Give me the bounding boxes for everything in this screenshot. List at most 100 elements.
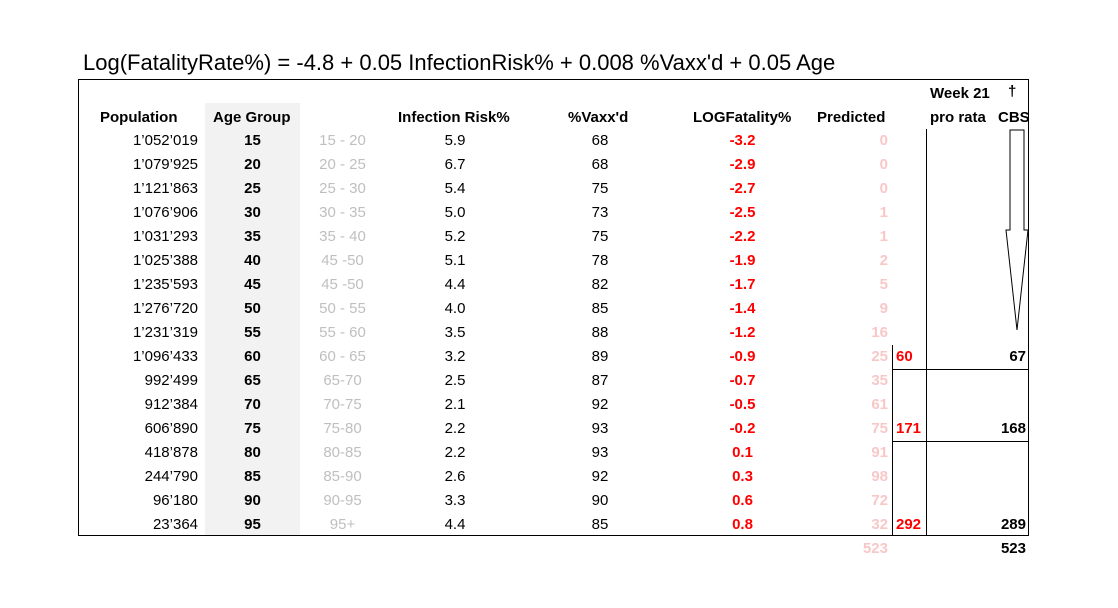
log-fatality-cell: 0.8 (732, 516, 753, 533)
infection-risk-cell: 3.2 (444, 348, 466, 365)
age-cell: 60 (244, 348, 261, 365)
group-separator-75 (892, 441, 1029, 442)
age-cell: 95 (244, 516, 261, 533)
population-header: Population (100, 109, 178, 126)
infection-risk-cell: 5.1 (444, 252, 466, 269)
cbs-header: CBS (998, 109, 1030, 126)
age-range-cell: 35 - 40 (319, 228, 366, 245)
predicted-cell: 0 (879, 180, 888, 197)
population-cell: 96’180 (152, 492, 198, 509)
cbs-cell: 168 (1000, 420, 1026, 437)
cbs-cell: 67 (1009, 348, 1026, 365)
log-fatality-cell: -2.2 (729, 228, 756, 245)
log-fatality-cell: 0.1 (732, 444, 753, 461)
age-range-cell: 60 - 65 (319, 348, 366, 365)
group-separator-60 (892, 369, 1029, 370)
age-range-cell: 85-90 (323, 468, 362, 485)
cbs-total: 523 (1000, 540, 1026, 557)
vaxxd-cell: 89 (591, 348, 609, 365)
infection-risk-cell: 5.2 (444, 228, 466, 245)
week-header: Week 21 (930, 85, 990, 102)
vaxxd-cell: 68 (591, 132, 609, 149)
infection-risk-header: Infection Risk% (398, 109, 510, 126)
predicted-cell: 16 (871, 324, 888, 341)
age-range-cell: 65-70 (323, 372, 362, 389)
population-cell: 1’276’720 (132, 300, 198, 317)
age-cell: 40 (244, 252, 261, 269)
vaxxd-cell: 82 (591, 276, 609, 293)
infection-risk-cell: 4.4 (444, 516, 466, 533)
vaxxd-cell: 75 (591, 180, 609, 197)
age-cell: 45 (244, 276, 261, 293)
population-cell: 1’079’925 (132, 156, 198, 173)
infection-risk-cell: 5.9 (444, 132, 466, 149)
age-cell: 30 (244, 204, 261, 221)
infection-risk-cell: 6.7 (444, 156, 466, 173)
age-range-cell: 50 - 55 (319, 300, 366, 317)
population-cell: 244’790 (144, 468, 198, 485)
age-range-cell: 45 -50 (321, 276, 364, 293)
vaxxd-cell: 73 (591, 204, 609, 221)
log-fatality-cell: -1.2 (729, 324, 756, 341)
population-cell: 1’096’433 (132, 348, 198, 365)
age-cell: 55 (244, 324, 261, 341)
predicted-total: 523 (862, 540, 888, 557)
predicted-cell: 72 (871, 492, 888, 509)
log-fatality-cell: -0.2 (729, 420, 756, 437)
age-cell: 50 (244, 300, 261, 317)
log-fatality-cell: -1.4 (729, 300, 756, 317)
age-range-cell: 30 - 35 (319, 204, 366, 221)
predicted-cell: 32 (871, 516, 888, 533)
vaxxd-cell: 93 (591, 444, 609, 461)
log-fatality-cell: 0.3 (732, 468, 753, 485)
population-cell: 1’121’863 (132, 180, 198, 197)
population-cell: 992’499 (144, 372, 198, 389)
infection-risk-cell: 2.2 (444, 444, 466, 461)
infection-risk-cell: 3.3 (444, 492, 466, 509)
vaxxd-cell: 88 (591, 324, 609, 341)
predicted-cell: 5 (879, 276, 888, 293)
age-cell: 25 (244, 180, 261, 197)
log-fatality-cell: -2.9 (729, 156, 756, 173)
vaxxd-cell: 75 (591, 228, 609, 245)
predicted-cell: 98 (871, 468, 888, 485)
population-cell: 23’364 (152, 516, 198, 533)
vaxxd-cell: 90 (591, 492, 609, 509)
infection-risk-cell: 2.2 (444, 420, 466, 437)
predicted-cell: 35 (871, 372, 888, 389)
log-fatality-cell: -0.9 (729, 348, 756, 365)
age-range-cell: 95+ (329, 516, 356, 533)
population-cell: 1’031’293 (132, 228, 198, 245)
predicted-cell: 1 (879, 204, 888, 221)
vaxxd-cell: 68 (591, 156, 609, 173)
age-cell: 90 (244, 492, 261, 509)
population-cell: 1’025’388 (132, 252, 198, 269)
age-range-cell: 55 - 60 (319, 324, 366, 341)
pro-rata-divider (892, 345, 893, 536)
log-fatality-cell: -1.9 (729, 252, 756, 269)
predicted-cell: 61 (871, 396, 888, 413)
vaxxd-cell: 85 (591, 300, 609, 317)
table-frame (78, 79, 1029, 536)
log-fatality-cell: 0.6 (732, 492, 753, 509)
log-fatality-header: LOGFatality% (693, 109, 792, 126)
population-cell: 1’076’906 (132, 204, 198, 221)
log-fatality-cell: -3.2 (729, 132, 756, 149)
predicted-cell: 0 (879, 132, 888, 149)
log-fatality-cell: -2.5 (729, 204, 756, 221)
week-column-divider (926, 129, 927, 536)
infection-risk-cell: 2.6 (444, 468, 466, 485)
dagger-icon: † (1008, 83, 1017, 100)
log-fatality-cell: -0.5 (729, 396, 756, 413)
age-cell: 75 (244, 420, 261, 437)
infection-risk-cell: 3.5 (444, 324, 466, 341)
age-range-cell: 25 - 30 (319, 180, 366, 197)
vaxxd-cell: 92 (591, 468, 609, 485)
pro-rata-cell: 60 (896, 348, 913, 365)
vaxxd-cell: 93 (591, 420, 609, 437)
population-cell: 606’890 (144, 420, 198, 437)
log-fatality-cell: -0.7 (729, 372, 756, 389)
vaxxd-cell: 92 (591, 396, 609, 413)
infection-risk-cell: 5.4 (444, 180, 466, 197)
age-group-header: Age Group (213, 109, 291, 126)
